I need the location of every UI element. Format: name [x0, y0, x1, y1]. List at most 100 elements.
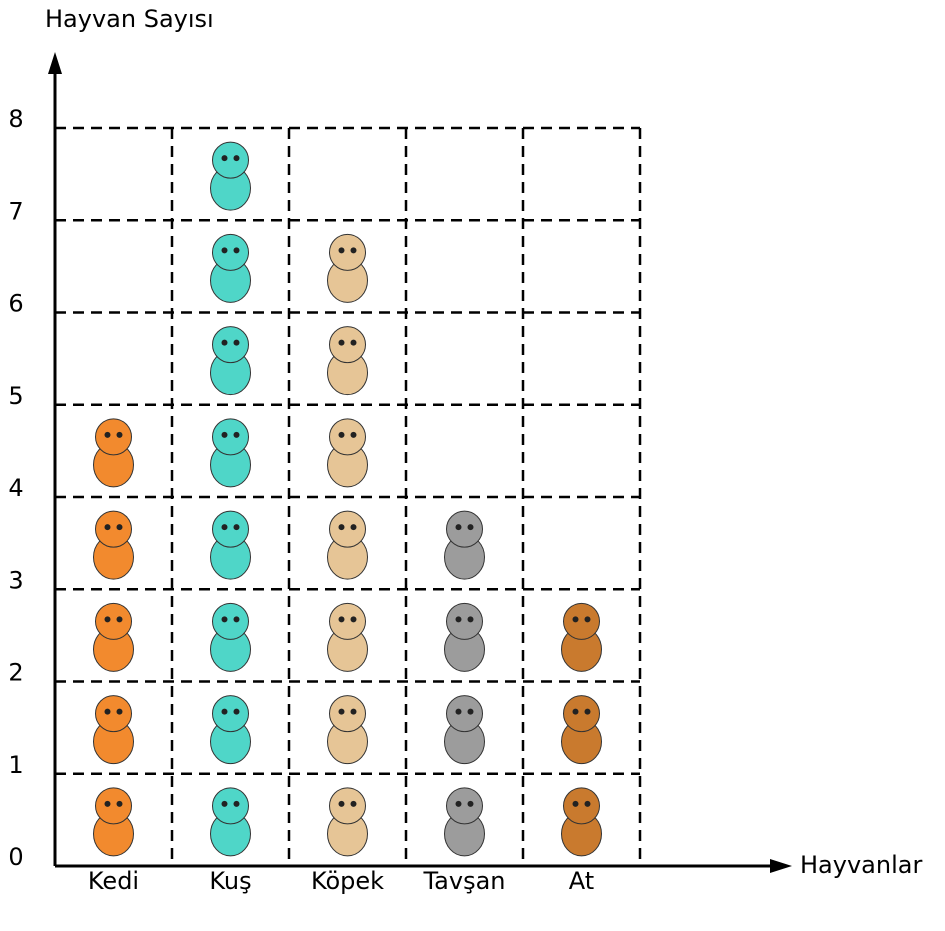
icon-eye	[117, 801, 123, 807]
icon-eye	[351, 340, 357, 346]
icon-eye	[105, 616, 111, 622]
icon-eye	[351, 247, 357, 253]
icon-eye	[351, 432, 357, 438]
icon-eye	[339, 432, 345, 438]
icon-head	[447, 788, 483, 824]
icon-head	[213, 788, 249, 824]
icon-column	[211, 142, 251, 856]
icon-eye	[573, 616, 579, 622]
icon-eye	[234, 432, 240, 438]
icon-head	[213, 327, 249, 363]
icon-head	[213, 234, 249, 270]
y-tick-label: 5	[8, 382, 23, 410]
icon-eye	[339, 616, 345, 622]
icon-eye	[573, 709, 579, 715]
y-tick-label: 1	[8, 751, 23, 779]
y-tick-label: 6	[8, 290, 23, 318]
icon-head	[96, 603, 132, 639]
icon-head	[330, 327, 366, 363]
icon-eye	[234, 801, 240, 807]
icon-head	[213, 511, 249, 547]
x-axis-arrow	[770, 859, 792, 873]
icon-eye	[222, 616, 228, 622]
y-tick-label: 7	[8, 197, 23, 225]
icon-eye	[351, 524, 357, 530]
pictograph	[94, 142, 602, 856]
icon-eye	[468, 524, 474, 530]
x-tick-label: At	[569, 867, 594, 895]
icon-eye	[234, 247, 240, 253]
icon-eye	[117, 432, 123, 438]
icon-eye	[222, 801, 228, 807]
icon-eye	[105, 432, 111, 438]
icon-head	[96, 419, 132, 455]
icon-head	[330, 788, 366, 824]
icon-eye	[339, 247, 345, 253]
icon-eye	[339, 340, 345, 346]
y-axis-arrow	[48, 52, 62, 74]
x-tick-label: Kuş	[209, 867, 251, 895]
icon-eye	[234, 524, 240, 530]
icon-eye	[222, 709, 228, 715]
icon-head	[447, 696, 483, 732]
icon-head	[213, 603, 249, 639]
icon-head	[564, 788, 600, 824]
y-tick-label: 2	[8, 659, 23, 687]
icon-head	[330, 234, 366, 270]
y-tick-label: 3	[8, 566, 23, 594]
x-tick-label: Tavşan	[422, 867, 505, 895]
icon-eye	[117, 524, 123, 530]
icon-eye	[456, 616, 462, 622]
icon-eye	[468, 709, 474, 715]
icon-eye	[222, 524, 228, 530]
icon-eye	[585, 801, 591, 807]
icon-head	[96, 511, 132, 547]
icon-eye	[234, 616, 240, 622]
icon-eye	[234, 155, 240, 161]
icon-head	[96, 696, 132, 732]
icon-eye	[339, 801, 345, 807]
icon-head	[96, 788, 132, 824]
icon-column	[328, 234, 368, 856]
icon-head	[330, 696, 366, 732]
icon-eye	[468, 801, 474, 807]
icon-eye	[339, 709, 345, 715]
icon-head	[213, 142, 249, 178]
icon-eye	[105, 524, 111, 530]
icon-column	[94, 419, 134, 856]
icon-head	[330, 511, 366, 547]
icon-eye	[351, 709, 357, 715]
icon-eye	[222, 432, 228, 438]
y-tick-label: 8	[8, 105, 23, 133]
icon-eye	[222, 247, 228, 253]
icon-eye	[105, 801, 111, 807]
icon-eye	[117, 709, 123, 715]
icon-head	[447, 603, 483, 639]
y-tick-label: 0	[8, 843, 23, 871]
icon-eye	[339, 524, 345, 530]
icon-column	[562, 603, 602, 856]
icon-eye	[222, 340, 228, 346]
icon-eye	[105, 709, 111, 715]
icon-eye	[585, 709, 591, 715]
chart: Hayvan Sayısı Hayvanlar 0 1 2 3 4 5 6 7 8 Kedi Kuş…	[0, 0, 945, 931]
icon-eye	[585, 616, 591, 622]
icon-column	[445, 511, 485, 856]
icon-head	[330, 419, 366, 455]
x-axis-label: Hayvanlar	[800, 851, 922, 879]
icon-head	[213, 419, 249, 455]
y-tick-label: 4	[8, 474, 23, 502]
icon-eye	[117, 616, 123, 622]
icon-eye	[573, 801, 579, 807]
icon-eye	[222, 155, 228, 161]
icon-eye	[456, 709, 462, 715]
icon-head	[330, 603, 366, 639]
icon-head	[447, 511, 483, 547]
x-tick-label: Kedi	[88, 867, 139, 895]
icon-eye	[351, 616, 357, 622]
icon-eye	[234, 340, 240, 346]
icon-eye	[456, 524, 462, 530]
icon-eye	[468, 616, 474, 622]
y-axis-label: Hayvan Sayısı	[45, 5, 214, 33]
icon-eye	[234, 709, 240, 715]
